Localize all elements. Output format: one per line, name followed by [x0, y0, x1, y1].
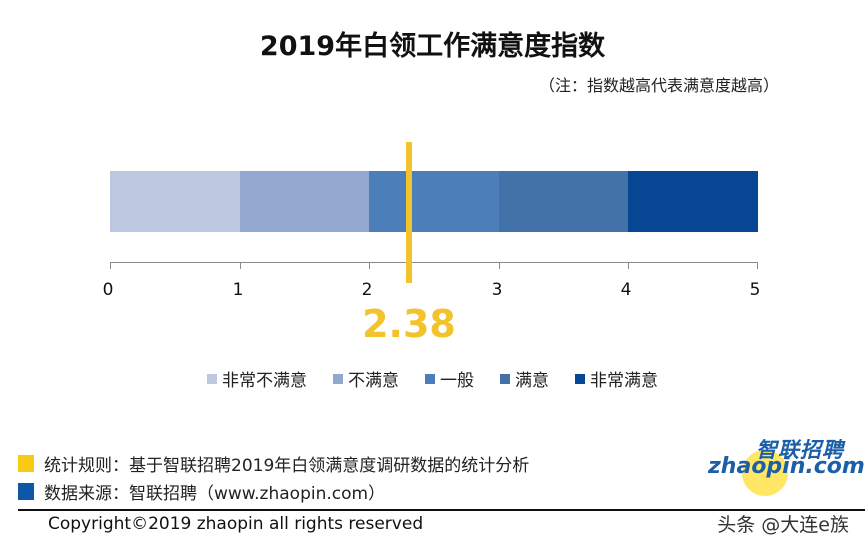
- segment-satisfied: [498, 171, 629, 232]
- index-value-label: 2.38: [362, 302, 456, 346]
- blue-square-icon: [18, 483, 34, 500]
- segment-very-dissatisfied: [110, 171, 240, 232]
- legend-item: 一般: [425, 366, 474, 391]
- x-tick: [240, 262, 241, 269]
- segment-very-satisfied: [628, 171, 758, 232]
- x-tick-label: 0: [102, 280, 114, 300]
- chart-title: 2019年白领工作满意度指数: [259, 31, 606, 62]
- legend-swatch-icon: [333, 373, 343, 384]
- yellow-square-icon: [18, 455, 34, 472]
- legend-label: 非常满意: [590, 371, 658, 391]
- legend-swatch-icon: [500, 373, 510, 384]
- segment-neutral: [369, 171, 499, 232]
- copyright-text: Copyright©2019 zhaopin all rights reserv…: [48, 514, 424, 534]
- zhaopin-logo: 智联招聘 zhaopin.com: [708, 434, 865, 496]
- x-tick: [369, 262, 370, 269]
- legend-swatch-icon: [575, 373, 585, 384]
- data-source-text: 数据来源：智联招聘（www.zhaopin.com）: [44, 484, 386, 504]
- legend-item: 不满意: [333, 366, 399, 391]
- legend-label: 一般: [440, 371, 474, 391]
- x-tick: [757, 262, 758, 269]
- legend-item: 满意: [500, 366, 549, 391]
- logo-en-text: zhaopin.com: [708, 454, 865, 479]
- legend-item: 非常不满意: [207, 366, 307, 391]
- x-tick-label: 3: [491, 280, 503, 300]
- x-tick-label: 1: [232, 280, 244, 300]
- x-tick: [499, 262, 500, 269]
- logo-sun-icon: [742, 450, 788, 496]
- x-tick: [110, 262, 111, 269]
- chart-note: （注：指数越高代表满意度越高）: [538, 76, 779, 95]
- index-marker-line: [406, 142, 412, 283]
- legend-swatch-icon: [207, 373, 217, 384]
- footer-data-source: 数据来源：智联招聘（www.zhaopin.com）: [18, 479, 385, 504]
- logo-cn-text: 智联招聘: [756, 438, 844, 462]
- x-tick: [628, 262, 629, 269]
- legend-label: 满意: [515, 371, 549, 391]
- watermark-text: 头条 @大连e族: [717, 514, 849, 536]
- legend-item: 非常满意: [575, 366, 658, 391]
- x-axis-line: [110, 262, 758, 263]
- x-tick-label: 4: [620, 280, 632, 300]
- chart-legend: 非常不满意 不满意 一般 满意 非常满意: [0, 366, 865, 391]
- x-tick-label: 2: [361, 280, 373, 300]
- legend-label: 非常不满意: [222, 371, 307, 391]
- satisfaction-scale-bar: [110, 171, 758, 232]
- x-tick-label: 5: [749, 280, 761, 300]
- segment-dissatisfied: [239, 171, 370, 232]
- legend-label: 不满意: [348, 371, 399, 391]
- stat-rule-text: 统计规则：基于智联招聘2019年白领满意度调研数据的统计分析: [44, 456, 530, 476]
- footer-stat-rule: 统计规则：基于智联招聘2019年白领满意度调研数据的统计分析: [18, 451, 529, 476]
- legend-swatch-icon: [425, 373, 435, 384]
- footer-divider: [18, 509, 865, 511]
